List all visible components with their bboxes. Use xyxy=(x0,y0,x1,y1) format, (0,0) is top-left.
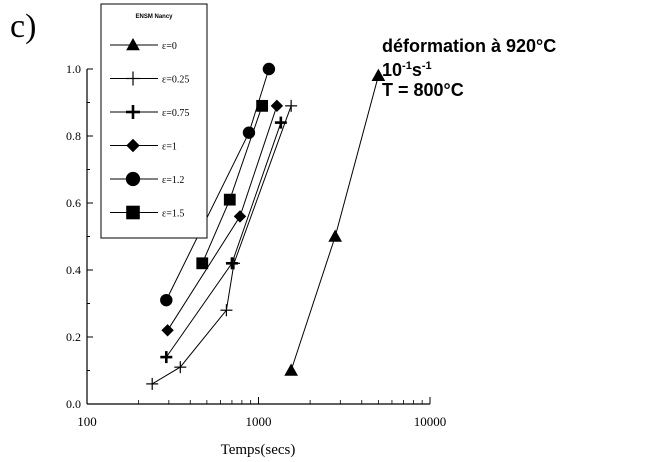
data-point xyxy=(161,324,174,337)
series-layer xyxy=(146,62,386,390)
data-point xyxy=(262,62,276,76)
data-point xyxy=(223,193,236,206)
legend: ENSM Nancy ε=0 ε=0.25 ε=0.75 ε=1 ε=1.2 ε=1.5 xyxy=(100,3,208,239)
y-tick-label: 0.0 xyxy=(66,397,81,411)
data-point xyxy=(285,99,298,112)
data-point xyxy=(371,68,386,81)
series-5 xyxy=(196,99,269,270)
strain-rate-unit: s xyxy=(411,60,422,80)
legend-label: ε=0 xyxy=(162,41,177,52)
panel-label: c) xyxy=(10,8,37,45)
data-point xyxy=(160,351,173,364)
strain-rate-exp1: -1 xyxy=(402,60,412,72)
y-tick-label: 0.2 xyxy=(66,330,81,344)
legend-box xyxy=(100,3,208,239)
data-point xyxy=(274,116,287,129)
x-tick-label: 1000 xyxy=(246,414,272,429)
x-axis-label: Temps(secs) xyxy=(221,442,296,458)
legend-label: ε=1.5 xyxy=(162,209,184,220)
legend-item: ε=0.25 xyxy=(110,71,189,86)
legend-label: ε=1 xyxy=(162,142,177,153)
data-point xyxy=(233,210,247,223)
y-tick-label: 0.8 xyxy=(66,129,81,143)
series-line xyxy=(290,75,379,371)
legend-item: ε=0 xyxy=(110,37,177,52)
strain-rate-exp2: -1 xyxy=(421,60,432,72)
data-point xyxy=(225,257,238,270)
axes: 0.0 0.2 0.4 0.6 0.8 1.0 100 1000 10000 xyxy=(66,62,446,429)
legend-marker xyxy=(126,205,140,220)
series-0 xyxy=(284,68,386,376)
legend-item: ε=1.5 xyxy=(110,205,184,220)
annotation-block: déformation à 920°C 10-1s-1 T = 800°C xyxy=(382,36,556,100)
data-point xyxy=(328,229,343,242)
data-point xyxy=(270,99,284,113)
legend-marker xyxy=(126,71,140,86)
data-point xyxy=(284,363,298,376)
data-point xyxy=(220,304,233,317)
annotation-temperature: T = 800°C xyxy=(382,80,464,100)
x-tick-label: 10000 xyxy=(414,414,447,429)
legend-label: ε=0.25 xyxy=(162,75,189,86)
legend-label: ε=0.75 xyxy=(162,108,189,119)
legend-marker xyxy=(126,37,140,51)
data-point xyxy=(146,377,159,390)
legend-marker xyxy=(125,171,141,187)
legend-marker xyxy=(126,138,140,153)
legend-marker xyxy=(126,105,140,119)
data-point xyxy=(174,361,187,374)
y-tick-label: 0.6 xyxy=(66,196,81,210)
legend-item: ε=1 xyxy=(110,138,177,153)
series-2 xyxy=(160,116,287,364)
x-tick-label: 100 xyxy=(77,414,97,429)
data-point xyxy=(196,257,209,270)
legend-label: ε=1.2 xyxy=(162,175,184,186)
data-point xyxy=(256,99,269,112)
annotation-deformation: déformation à 920°C xyxy=(382,36,557,56)
y-tick-label: 0.4 xyxy=(66,263,81,277)
legend-item: ε=0.75 xyxy=(110,105,189,119)
series-3 xyxy=(161,99,284,337)
y-tick-label: 1.0 xyxy=(66,62,81,76)
legend-title: ENSM Nancy xyxy=(135,14,173,20)
strain-rate-base: 10 xyxy=(382,60,403,80)
legend-item: ε=1.2 xyxy=(110,171,184,187)
annotation-strain-rate: 10-1s-1 xyxy=(382,56,556,80)
data-point xyxy=(160,293,173,307)
